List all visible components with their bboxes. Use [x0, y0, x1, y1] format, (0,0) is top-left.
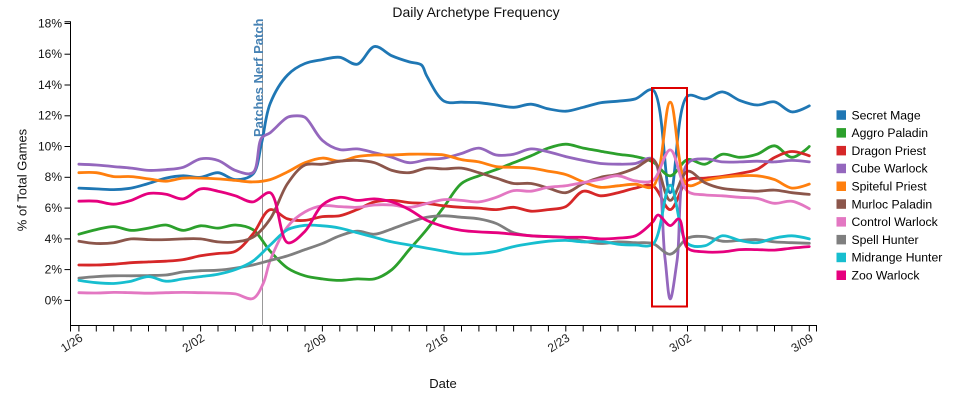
- svg-text:Midrange Hunter: Midrange Hunter: [852, 251, 943, 265]
- svg-text:Spell Hunter: Spell Hunter: [852, 233, 919, 247]
- svg-text:16%: 16%: [38, 47, 62, 61]
- svg-text:Murloc Paladin: Murloc Paladin: [852, 197, 933, 211]
- svg-text:Dragon Priest: Dragon Priest: [852, 144, 927, 158]
- svg-text:2%: 2%: [45, 263, 63, 277]
- svg-text:Patches Nerf Patch: Patches Nerf Patch: [251, 18, 266, 137]
- svg-text:Spiteful Priest: Spiteful Priest: [852, 180, 928, 194]
- svg-text:4%: 4%: [45, 232, 63, 246]
- svg-text:Date: Date: [429, 376, 456, 391]
- svg-text:12%: 12%: [38, 109, 62, 123]
- svg-text:6%: 6%: [45, 201, 63, 215]
- svg-text:Cube Warlock: Cube Warlock: [852, 162, 929, 176]
- svg-text:0%: 0%: [45, 293, 63, 307]
- svg-text:Aggro Paladin: Aggro Paladin: [852, 126, 929, 140]
- svg-text:% of Total Games: % of Total Games: [15, 128, 30, 231]
- svg-text:Zoo Warlock: Zoo Warlock: [852, 269, 921, 283]
- svg-text:Daily Archetype Frequency: Daily Archetype Frequency: [392, 4, 559, 20]
- svg-text:18%: 18%: [38, 16, 62, 30]
- svg-text:10%: 10%: [38, 139, 62, 153]
- svg-text:Secret Mage: Secret Mage: [852, 108, 921, 122]
- svg-text:8%: 8%: [45, 170, 63, 184]
- svg-text:14%: 14%: [38, 78, 62, 92]
- svg-text:Control Warlock: Control Warlock: [852, 215, 939, 229]
